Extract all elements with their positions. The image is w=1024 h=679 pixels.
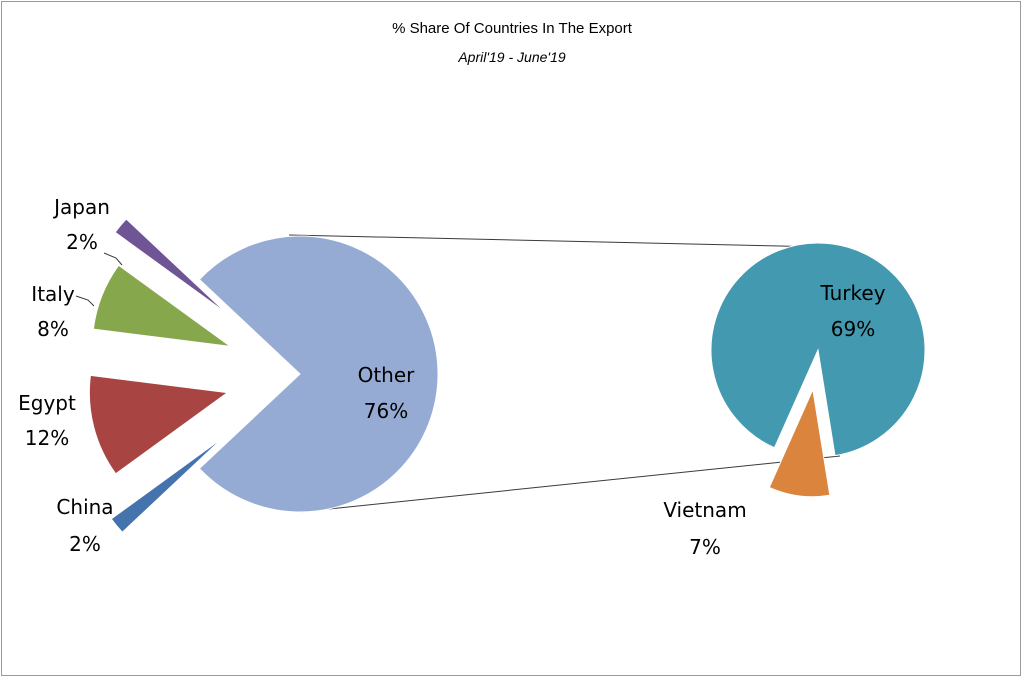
label-china-value: 2% <box>69 532 101 556</box>
label-vietnam-name: Vietnam <box>663 498 746 522</box>
label-turkey-name: Turkey <box>819 281 885 305</box>
slice-turkey <box>710 242 926 457</box>
leader-lines <box>75 252 123 307</box>
connector-line-bottom <box>299 455 841 513</box>
chart-title: % Share Of Countries In The Export <box>392 20 633 37</box>
main-pie <box>88 218 439 533</box>
label-other-value: 76% <box>364 399 408 423</box>
label-china-name: China <box>56 495 113 519</box>
label-other-name: Other <box>358 363 416 387</box>
label-egypt-name: Egypt <box>18 391 76 415</box>
slice-egypt <box>88 374 229 475</box>
slice-china <box>110 437 224 533</box>
leader-line-italy <box>75 295 95 307</box>
slice-other <box>198 235 439 513</box>
label-japan-value: 2% <box>66 230 98 254</box>
slice-japan <box>114 218 228 314</box>
label-italy-name: Italy <box>31 282 75 306</box>
slice-vietnam <box>768 387 831 498</box>
secondary-pie <box>710 242 926 498</box>
slice-italy <box>92 264 231 347</box>
label-turkey-value: 69% <box>831 317 875 341</box>
leader-line-japan <box>103 252 123 266</box>
connector-lines <box>288 234 841 513</box>
label-egypt-value: 12% <box>25 426 69 450</box>
label-vietnam-value: 7% <box>689 535 721 559</box>
connector-line-top <box>288 234 827 248</box>
label-italy-value: 8% <box>37 317 69 341</box>
label-japan-name: Japan <box>52 195 110 219</box>
chart-subtitle: April'19 - June'19 <box>457 49 566 65</box>
